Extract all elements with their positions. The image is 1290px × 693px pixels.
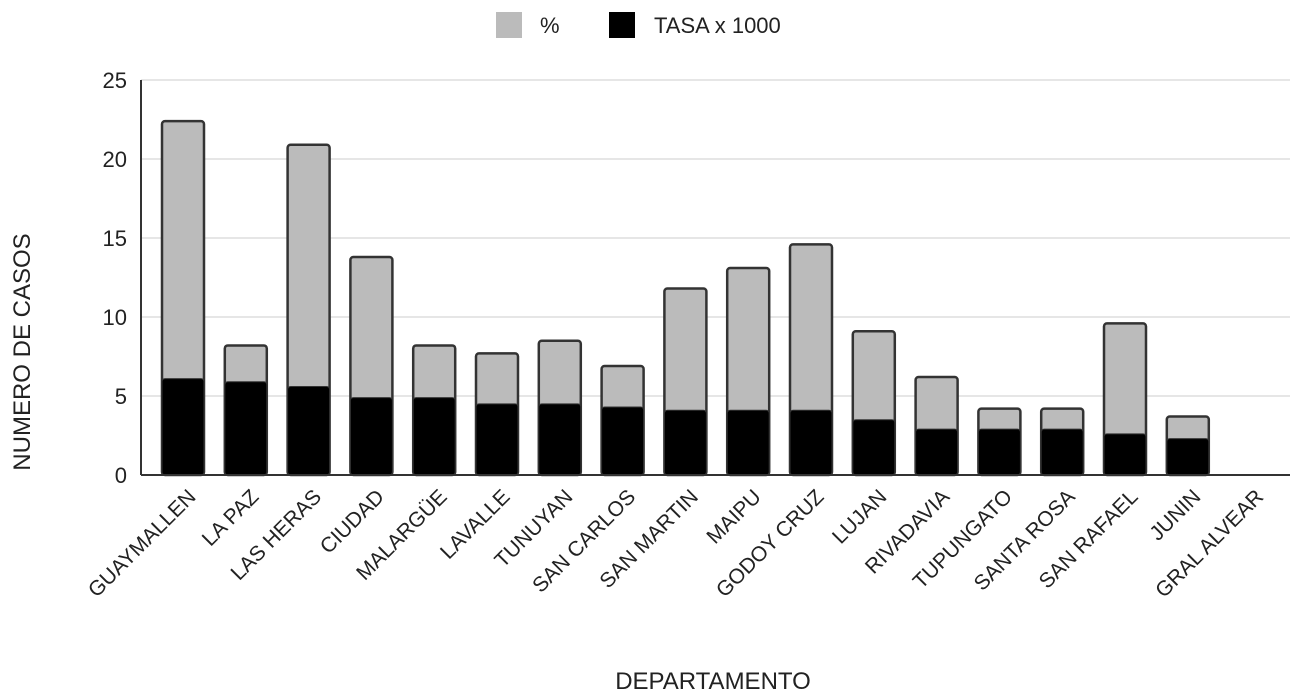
bar-tasa	[1166, 438, 1210, 476]
bar-tasa	[349, 397, 393, 476]
x-tick-label: GUAYMALLEN	[84, 485, 201, 602]
bar-tasa	[475, 403, 519, 476]
legend-label-tasa: TASA x 1000	[654, 13, 781, 38]
y-axis-ticks: 0 5 10 15 20 25	[103, 68, 127, 488]
bar-tasa	[915, 428, 959, 476]
bar-tasa	[287, 386, 331, 476]
bar-tasa	[224, 381, 268, 476]
y-axis-title: NUMERO DE CASOS	[9, 233, 36, 470]
bar-tasa	[161, 378, 205, 476]
x-tick-label: LUJAN	[828, 485, 891, 548]
bar-tasa	[412, 397, 456, 476]
y-tick-label: 25	[103, 68, 127, 93]
bar-tasa	[663, 409, 707, 476]
x-axis-title: DEPARTAMENTO	[615, 668, 811, 693]
bar-tasa	[726, 409, 770, 476]
legend-swatch-percent	[496, 12, 522, 38]
bar-tasa	[977, 428, 1021, 476]
bars	[160, 119, 1211, 477]
x-tick-label: GRAL ALVEAR	[1151, 485, 1268, 602]
y-tick-label: 15	[103, 226, 127, 251]
x-tick-label: MAIPU	[702, 485, 765, 548]
gridlines	[141, 79, 1290, 397]
bar-tasa	[1040, 428, 1084, 476]
bar-tasa	[601, 406, 645, 476]
x-tick-label: JUNIN	[1145, 485, 1205, 545]
legend: % TASA x 1000	[496, 12, 781, 38]
legend-swatch-tasa	[609, 12, 635, 38]
bar-tasa	[1103, 433, 1147, 476]
x-tick-label: GODOY CRUZ	[712, 485, 829, 602]
bar-tasa	[852, 419, 896, 476]
bar-tasa	[789, 409, 833, 476]
y-tick-label: 0	[115, 463, 127, 488]
y-tick-label: 20	[103, 147, 127, 172]
y-tick-label: 10	[103, 305, 127, 330]
y-tick-label: 5	[115, 384, 127, 409]
legend-label-percent: %	[540, 13, 560, 38]
bar-tasa	[538, 403, 582, 476]
